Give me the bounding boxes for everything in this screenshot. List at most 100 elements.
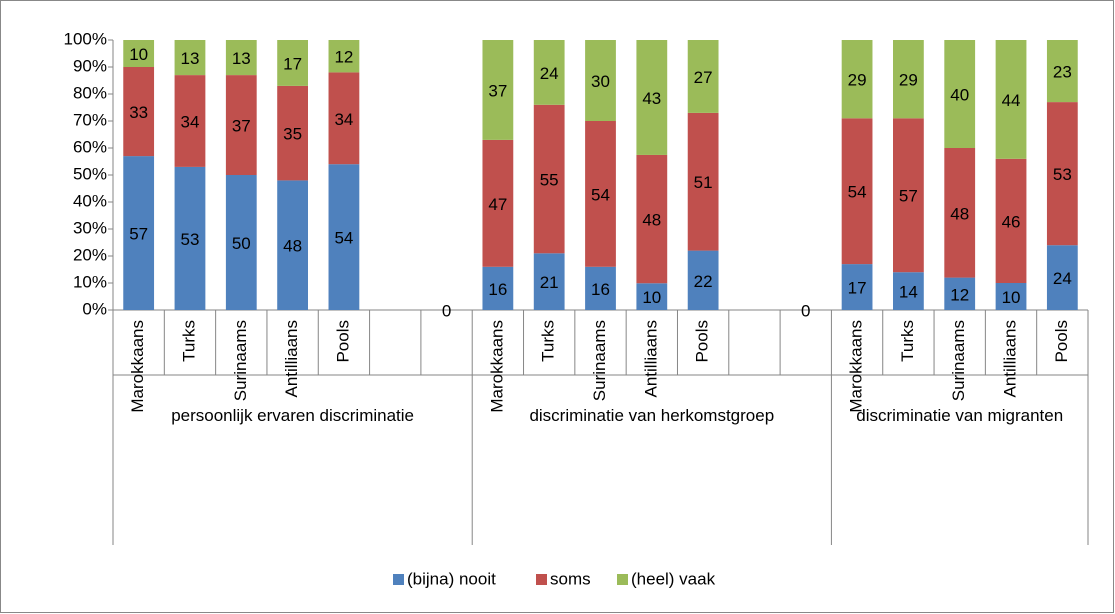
data-label: 17 bbox=[848, 279, 867, 298]
data-label: 46 bbox=[1002, 212, 1021, 231]
bar-segment bbox=[225, 175, 257, 310]
data-label: 30 bbox=[591, 72, 610, 91]
data-label: 34 bbox=[334, 110, 353, 129]
bar-segment bbox=[123, 40, 155, 67]
bar-segment bbox=[841, 264, 873, 310]
bar-segment bbox=[277, 180, 308, 310]
data-label: 50 bbox=[232, 234, 251, 253]
data-label: 10 bbox=[642, 288, 661, 307]
data-label: 29 bbox=[899, 71, 918, 90]
bar-segment bbox=[123, 67, 155, 157]
x-tick-label: Turks bbox=[898, 320, 917, 362]
data-label: 54 bbox=[591, 185, 610, 204]
data-label: 35 bbox=[283, 125, 302, 144]
x-tick-label: Surinaams bbox=[590, 320, 609, 401]
legend-swatch bbox=[617, 574, 628, 585]
bar-segment bbox=[893, 118, 924, 273]
legend-label: (heel) vaak bbox=[631, 569, 716, 588]
bar-segment bbox=[1046, 245, 1078, 310]
y-tick-label: 70% bbox=[73, 110, 107, 129]
data-label: 27 bbox=[694, 68, 713, 87]
data-label: 33 bbox=[129, 103, 148, 122]
bar-segment bbox=[893, 272, 924, 310]
x-tick-label: Antilliaans bbox=[641, 320, 660, 398]
data-label: 54 bbox=[334, 229, 353, 248]
bar-segment bbox=[174, 75, 206, 167]
bar-segment bbox=[1046, 102, 1078, 246]
group-label: discriminatie van herkomstgroep bbox=[529, 406, 775, 425]
bar-segment bbox=[585, 40, 616, 121]
bar-segment bbox=[482, 266, 514, 310]
data-label: 43 bbox=[642, 89, 661, 108]
bar-segment bbox=[1046, 40, 1078, 103]
x-tick-label: Turks bbox=[539, 320, 558, 362]
bar-segment bbox=[533, 104, 565, 254]
y-tick-label: 0% bbox=[82, 299, 107, 318]
data-label: 0 bbox=[442, 301, 451, 320]
x-tick-label: Pools bbox=[333, 320, 352, 363]
bar-segment bbox=[995, 158, 1027, 283]
bar-segment bbox=[841, 118, 873, 265]
bar-segment bbox=[687, 40, 719, 113]
data-label: 21 bbox=[540, 273, 559, 292]
data-label: 14 bbox=[899, 283, 918, 302]
y-tick-label: 80% bbox=[73, 83, 107, 102]
data-label: 57 bbox=[899, 187, 918, 206]
data-label: 47 bbox=[488, 195, 507, 214]
bar-segment bbox=[687, 112, 719, 251]
bar-segment bbox=[123, 156, 155, 310]
legend-label: (bijna) nooit bbox=[407, 569, 496, 588]
data-label: 23 bbox=[1053, 63, 1072, 82]
bar-segment bbox=[533, 253, 565, 310]
bar-segment bbox=[995, 40, 1027, 159]
x-tick-label: Marokkaans bbox=[128, 320, 147, 413]
bar-segment bbox=[482, 40, 514, 140]
x-tick-label: Surinaams bbox=[949, 320, 968, 401]
data-label: 37 bbox=[488, 81, 507, 100]
bar-segment bbox=[636, 154, 668, 284]
data-label: 51 bbox=[694, 173, 713, 192]
y-tick-label: 30% bbox=[73, 218, 107, 237]
data-label: 24 bbox=[1053, 269, 1072, 288]
data-label: 55 bbox=[540, 171, 559, 190]
x-tick-label: Pools bbox=[693, 320, 712, 363]
data-label: 13 bbox=[232, 49, 251, 68]
bar-segment bbox=[841, 40, 873, 119]
bar-segment bbox=[944, 40, 976, 148]
bar-segment bbox=[687, 250, 719, 310]
y-tick-label: 20% bbox=[73, 245, 107, 264]
data-label: 10 bbox=[129, 45, 148, 64]
x-tick-label: Marokkaans bbox=[847, 320, 866, 413]
data-label: 29 bbox=[848, 71, 867, 90]
data-label: 0 bbox=[801, 301, 810, 320]
bar-segment bbox=[225, 40, 257, 76]
legend-swatch bbox=[536, 574, 547, 585]
group-label: discriminatie van migranten bbox=[856, 406, 1064, 425]
x-tick-label: Turks bbox=[179, 320, 198, 362]
data-label: 54 bbox=[848, 183, 867, 202]
bar-segment bbox=[636, 283, 668, 310]
bar-segment bbox=[482, 139, 514, 267]
bar-segment bbox=[225, 75, 257, 175]
data-label: 24 bbox=[540, 64, 559, 83]
bar-segment bbox=[533, 40, 565, 105]
x-tick-label: Antilliaans bbox=[1001, 320, 1020, 398]
bar-segment bbox=[893, 40, 924, 119]
bar-segment bbox=[944, 148, 976, 278]
x-tick-label: Marokkaans bbox=[487, 320, 506, 413]
bar-segment bbox=[636, 40, 668, 155]
bar-segment bbox=[277, 40, 308, 86]
data-label: 53 bbox=[1053, 165, 1072, 184]
data-label: 44 bbox=[1002, 91, 1021, 110]
data-label: 13 bbox=[181, 49, 200, 68]
data-label: 16 bbox=[488, 280, 507, 299]
bar-segment bbox=[277, 85, 308, 181]
x-tick-label: Pools bbox=[1052, 320, 1071, 363]
y-tick-label: 10% bbox=[73, 272, 107, 291]
data-label: 12 bbox=[950, 285, 969, 304]
y-tick-label: 90% bbox=[73, 56, 107, 75]
data-label: 17 bbox=[283, 54, 302, 73]
data-label: 22 bbox=[694, 272, 713, 291]
